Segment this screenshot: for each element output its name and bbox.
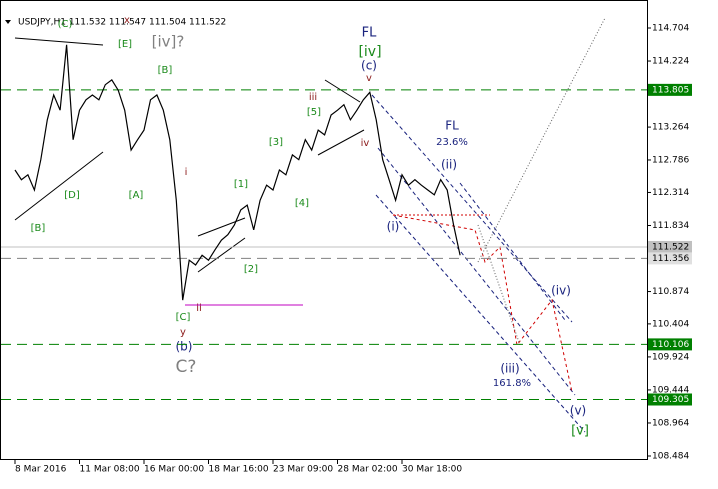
y-tick-label: 109.444 — [652, 385, 689, 395]
wave-label: [3] — [269, 137, 283, 148]
y-tick-label: 113.264 — [652, 123, 689, 133]
wave-label: (i) — [387, 220, 400, 234]
x-tick-label: 8 Mar 2016 — [15, 465, 67, 475]
wave-label: [1] — [234, 179, 248, 190]
level-label: 110.106 — [652, 340, 689, 350]
wave-label: [4] — [295, 198, 309, 209]
trend-line — [317, 129, 365, 156]
x-tick-label: 16 Mar 00:00 — [144, 465, 204, 475]
y-tick-label: 110.404 — [652, 319, 689, 329]
wave-label: (iv) — [551, 284, 571, 298]
x-tick-label: 23 Mar 09:00 — [273, 465, 333, 475]
y-tick-label: 108.964 — [652, 418, 689, 428]
level-label-box — [648, 240, 692, 253]
wave-label: [iv]? — [152, 33, 185, 51]
wave-label: (iii) — [500, 362, 519, 376]
plot-frame — [0, 0, 648, 460]
channel-line — [371, 94, 573, 323]
x-tick-label: 30 Mar 18:00 — [402, 465, 462, 475]
level-label: 113.805 — [652, 85, 689, 95]
wave-label: [v] — [571, 424, 589, 439]
level-label-box — [648, 83, 692, 96]
wave-label: 23.6% — [436, 137, 468, 148]
y-tick-label: 114.704 — [652, 24, 689, 34]
trend-line — [197, 217, 246, 237]
y-tick-label: 108.484 — [652, 452, 689, 462]
wave-label: v — [366, 73, 372, 84]
annotations: (C) x [E] [iv]? [B] [D] [A] [B] i ii [C]… — [31, 15, 589, 439]
wave-label: (C) — [58, 19, 73, 30]
wave-label: iii — [309, 92, 317, 103]
level-label: 109.305 — [652, 395, 689, 405]
menu-arrow — [5, 20, 11, 24]
projection-line — [477, 224, 521, 346]
level-label-box — [648, 338, 692, 351]
level-label: 111.522 — [652, 242, 689, 252]
wave-label: iv — [361, 138, 370, 149]
level-label-box — [648, 252, 692, 265]
wave-label: (ii) — [441, 158, 457, 172]
wave-label: [iv] — [358, 44, 381, 60]
wave-label: ii — [196, 303, 202, 314]
projection-line — [477, 17, 606, 263]
trend-line — [14, 151, 104, 221]
wave-label: (b) — [176, 340, 193, 354]
channel-line — [375, 194, 586, 433]
wave-label: x — [124, 15, 130, 26]
y-tick-label: 109.924 — [652, 352, 689, 362]
wave-label: [C] — [176, 312, 191, 323]
y-tick-label: 111.834 — [652, 221, 689, 231]
trend-line — [14, 37, 104, 46]
wave-label: i — [185, 167, 188, 178]
wave-label: y — [180, 327, 186, 338]
price-line — [14, 44, 461, 301]
x-tick-label: 18 Mar 16:00 — [209, 465, 269, 475]
wave-label: [A] — [129, 190, 144, 201]
wave-label: FL — [445, 119, 459, 133]
trend-line — [197, 237, 246, 273]
wave-label: 161.8% — [493, 378, 531, 389]
x-tick-label: 28 Mar 02:00 — [338, 465, 398, 475]
level-label: 111.356 — [652, 254, 689, 264]
channel-line — [377, 147, 576, 396]
y-tick-label: 112.786 — [652, 155, 689, 165]
y-tick-label: 110.874 — [652, 287, 689, 297]
x-tick-label: 11 Mar 08:00 — [80, 465, 140, 475]
y-tick-label: 112.314 — [652, 188, 689, 198]
wave-label: FL — [362, 26, 377, 41]
wave-label: (c) — [361, 59, 377, 73]
chart-title: USDJPY,H1 111.532 111.547 111.504 111.52… — [18, 18, 226, 28]
wave-label: (v) — [570, 404, 586, 418]
wave-label: [E] — [118, 39, 132, 50]
level-label-box — [648, 393, 692, 406]
y-tick-label: 114.224 — [652, 57, 689, 67]
channel-line — [459, 182, 566, 321]
wave-label: [B] — [158, 65, 173, 76]
wave-label: C? — [176, 357, 197, 377]
wave-label: [2] — [244, 264, 258, 275]
wave-label: [B] — [31, 223, 46, 234]
wave-label: [D] — [64, 190, 80, 201]
wave-label: [5] — [307, 107, 321, 118]
trend-line — [324, 79, 361, 103]
